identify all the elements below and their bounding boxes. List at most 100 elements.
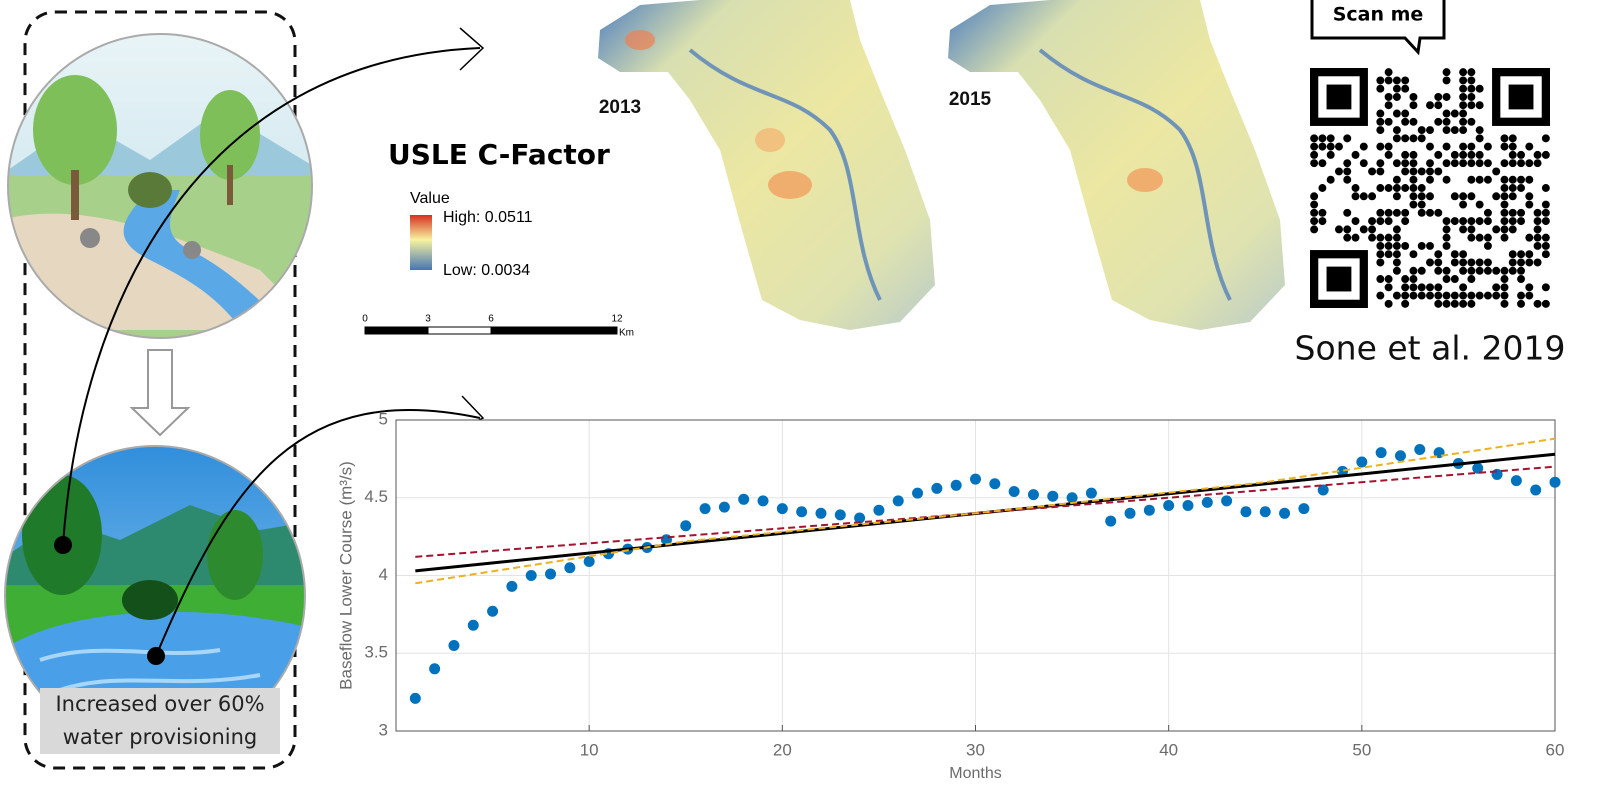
qr-module xyxy=(1542,234,1550,242)
qr-module xyxy=(1542,300,1550,308)
qr-module xyxy=(1459,283,1467,291)
qr-module xyxy=(1517,176,1525,184)
qr-module xyxy=(1467,143,1475,151)
qr-module xyxy=(1451,192,1459,200)
qr-module xyxy=(1542,242,1550,250)
qr-module xyxy=(1352,234,1360,242)
qr-module xyxy=(1318,184,1326,192)
qr-module xyxy=(1335,225,1343,233)
qr-module xyxy=(1509,176,1517,184)
qr-module xyxy=(1467,93,1475,101)
qr-module xyxy=(1434,167,1442,175)
qr-module xyxy=(1409,151,1417,159)
scale-label: 3 xyxy=(425,314,431,325)
qr-module xyxy=(1484,176,1492,184)
qr-module xyxy=(1368,225,1376,233)
qr-module xyxy=(1343,234,1351,242)
qr-module xyxy=(1501,267,1509,275)
data-point xyxy=(1144,505,1155,516)
qr-module xyxy=(1443,225,1451,233)
qr-module xyxy=(1517,292,1525,300)
data-point xyxy=(1163,500,1174,511)
data-point xyxy=(1356,456,1367,467)
qr-module xyxy=(1459,192,1467,200)
x-tick-label: 10 xyxy=(580,740,599,759)
qr-module xyxy=(1368,167,1376,175)
qr-module xyxy=(1327,176,1335,184)
qr-module xyxy=(1409,118,1417,126)
qr-module xyxy=(1459,76,1467,84)
qr-module xyxy=(1534,234,1542,242)
qr-module xyxy=(1376,85,1384,93)
qr-module xyxy=(1484,217,1492,225)
qr-module xyxy=(1376,143,1384,151)
qr-module xyxy=(1542,283,1550,291)
qr-module xyxy=(1443,267,1451,275)
qr-module xyxy=(1318,217,1326,225)
data-point xyxy=(873,505,884,516)
qr-module xyxy=(1426,159,1434,167)
qr-module xyxy=(1393,184,1401,192)
qr-module xyxy=(1368,192,1376,200)
qr-module xyxy=(1426,143,1434,151)
qr-module xyxy=(1376,217,1384,225)
down-arrow xyxy=(132,350,188,435)
qr-module xyxy=(1418,283,1426,291)
qr-module xyxy=(1443,176,1451,184)
qr-module xyxy=(1451,300,1459,308)
qr-module xyxy=(1401,76,1409,84)
qr-module xyxy=(1385,184,1393,192)
y-tick-label: 5 xyxy=(379,409,388,428)
qr-module xyxy=(1443,118,1451,126)
qr-module xyxy=(1492,292,1500,300)
qr-module xyxy=(1443,68,1451,76)
qr-module xyxy=(1492,283,1500,291)
data-point xyxy=(989,478,1000,489)
qr-module xyxy=(1534,217,1542,225)
qr-module xyxy=(1376,250,1384,258)
qr-module xyxy=(1409,292,1417,300)
qr-module xyxy=(1534,225,1542,233)
qr-module xyxy=(1467,101,1475,109)
qr-module xyxy=(1534,151,1542,159)
qr-module xyxy=(1360,159,1368,167)
qr-module xyxy=(1467,300,1475,308)
qr-module xyxy=(1376,292,1384,300)
qr-module xyxy=(1451,275,1459,283)
data-point xyxy=(680,520,691,531)
map-year: 2013 xyxy=(599,97,641,118)
qr-module xyxy=(1451,159,1459,167)
qr-module xyxy=(1393,159,1401,167)
qr-module xyxy=(1476,267,1484,275)
qr-module xyxy=(1459,68,1467,76)
qr-module xyxy=(1385,300,1393,308)
qr-module xyxy=(1401,151,1409,159)
scale-segment xyxy=(428,327,491,334)
qr-module xyxy=(1467,259,1475,267)
qr-module xyxy=(1467,192,1475,200)
qr-module xyxy=(1459,143,1467,151)
qr-module xyxy=(1393,192,1401,200)
scale-label: 6 xyxy=(488,314,494,325)
qr-module xyxy=(1335,167,1343,175)
qr-module xyxy=(1385,250,1393,258)
qr-module xyxy=(1434,300,1442,308)
qr-module xyxy=(1393,134,1401,142)
callout-text: Scan me xyxy=(1333,4,1424,26)
qr-module xyxy=(1501,159,1509,167)
qr-module xyxy=(1525,192,1533,200)
qr-module xyxy=(1368,234,1376,242)
qr-module xyxy=(1492,192,1500,200)
qr-module xyxy=(1393,176,1401,184)
qr-module xyxy=(1376,275,1384,283)
qr-module xyxy=(1517,217,1525,225)
qr-module xyxy=(1318,134,1326,142)
qr-module xyxy=(1476,234,1484,242)
data-point xyxy=(487,606,498,617)
qr-module xyxy=(1376,184,1384,192)
qr-module xyxy=(1459,93,1467,101)
qr-module xyxy=(1509,151,1517,159)
qr-module xyxy=(1451,126,1459,134)
data-point xyxy=(1182,500,1193,511)
qr-module xyxy=(1401,209,1409,217)
